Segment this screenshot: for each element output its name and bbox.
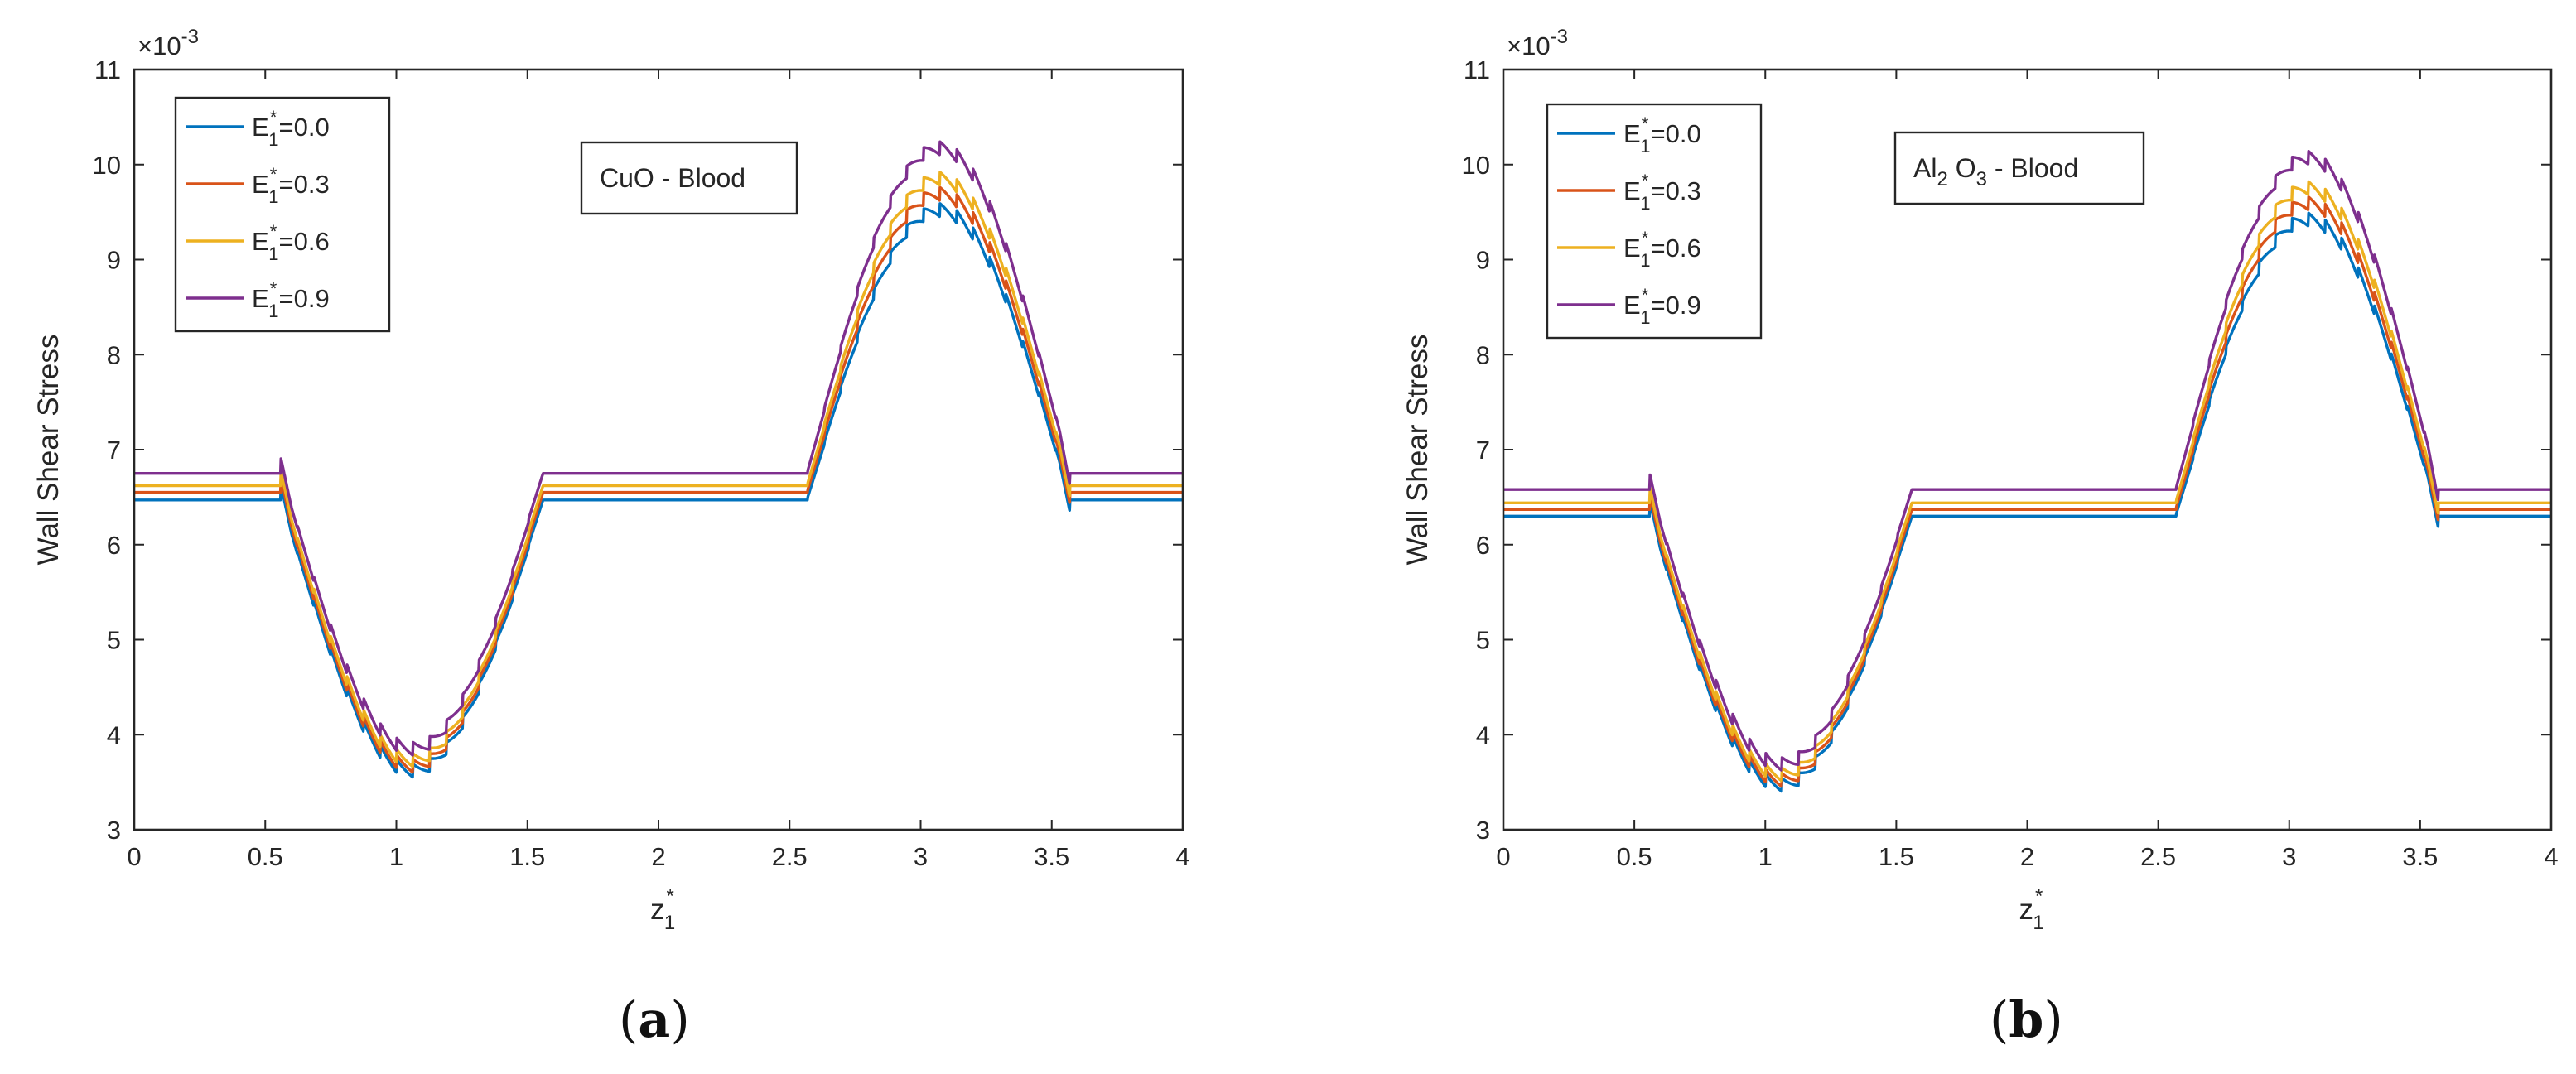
x-tick-label: 1.5 <box>509 842 545 871</box>
legend-entry-2: E* 1=0.3 <box>252 164 330 207</box>
y-axis-label: Wall Shear Stress <box>32 335 65 566</box>
y-tick-label: 5 <box>107 626 121 655</box>
x-tick-label: 0.5 <box>248 842 283 871</box>
x-tick-label: 4 <box>1175 842 1189 871</box>
series-line-1 <box>1502 211 2553 793</box>
y-tick-label: 8 <box>1476 340 1490 369</box>
x-tick-label: 2.5 <box>2140 842 2176 871</box>
x-tick-label: 2 <box>2020 842 2034 871</box>
x-tick-label: 0.5 <box>1617 842 1652 871</box>
legend-entry-3: E* 1=0.6 <box>1623 228 1701 271</box>
y-axis-label: Wall Shear Stress <box>1401 335 1434 566</box>
series-line-1 <box>133 202 1184 779</box>
annotation-text: Al2 O3 - Blood <box>1913 153 2078 190</box>
x-tick-label: 4 <box>2544 842 2558 871</box>
series-line-2 <box>133 185 1184 774</box>
x-tick-label: 2 <box>651 842 665 871</box>
y-tick-label: 4 <box>1476 720 1490 749</box>
annotation-box <box>580 141 798 215</box>
y-tick-label: 3 <box>107 816 121 845</box>
y-tick-label: 10 <box>93 151 121 180</box>
series-line-4 <box>1502 149 2553 772</box>
y-tick-label: 4 <box>107 720 121 749</box>
y-tick-label: 9 <box>107 246 121 275</box>
y-tick-label: 11 <box>94 55 121 84</box>
legend: E* 1=0.0 E* 1=0.3 E* 1=0.6 E* 1=0.9 <box>1546 103 1763 340</box>
x-tick-label: 0 <box>1496 842 1510 871</box>
legend-box <box>1546 103 1763 340</box>
y-exponent-label: ×10-3 <box>137 26 199 60</box>
annotation-text: CuO - Blood <box>600 163 745 193</box>
annotation-box <box>1893 131 2145 205</box>
x-tick-label: 1 <box>389 842 403 871</box>
y-tick-label: 3 <box>1476 816 1490 845</box>
y-tick-label: 6 <box>1476 531 1490 560</box>
legend-entry-3: E* 1=0.6 <box>252 221 330 264</box>
legend-entry-2: E* 1=0.3 <box>1623 171 1701 214</box>
x-tick-label: 3.5 <box>1034 842 1069 871</box>
y-tick-label: 7 <box>1476 436 1490 465</box>
legend-entry-4: E* 1=0.9 <box>1623 285 1701 328</box>
y-tick-label: 8 <box>107 340 121 369</box>
x-tick-label: 1 <box>1758 842 1773 871</box>
y-tick-label: 6 <box>107 531 121 560</box>
x-tick-label: 2.5 <box>772 842 808 871</box>
x-tick-label: 0 <box>127 842 141 871</box>
chart-panel-b: 0 0.5 1 1.5 2 2.5 3 3.5 4 3 4 5 6 7 8 9 10 11 ×10-3 Wall Sh… <box>1401 26 2559 1049</box>
series-line-4 <box>133 140 1184 757</box>
y-exponent-label: ×10-3 <box>1507 26 1568 60</box>
chart-panel-a: 0 0.5 1 1.5 2 2.5 3 3.5 4 3 4 5 6 7 8 9 10 11 ×10-3 Wall Sh… <box>32 26 1190 1049</box>
x-tick-label: 3 <box>2282 842 2296 871</box>
y-tick-label: 7 <box>107 436 121 465</box>
legend-entry-1: E* 1=0.0 <box>1623 113 1701 157</box>
subfigure-label: (b) <box>1990 991 2063 1049</box>
legend-entry-1: E* 1=0.0 <box>252 107 330 150</box>
legend: E* 1=0.0 E* 1=0.3 E* 1=0.6 E* 1=0.9 <box>174 96 391 333</box>
legend-box <box>174 96 391 333</box>
material-annotation: Al2 O3 - Blood <box>1893 131 2145 205</box>
series-line-3 <box>133 171 1184 768</box>
x-axis-label: z* 1 <box>650 885 675 934</box>
y-tick-label: 11 <box>1464 55 1490 84</box>
series-line-3 <box>1502 180 2553 783</box>
y-tick-label: 9 <box>1476 246 1490 275</box>
y-tick-label: 5 <box>1476 626 1490 655</box>
series-line-2 <box>1502 195 2553 788</box>
x-tick-label: 3.5 <box>2402 842 2438 871</box>
subfigure-label: (a) <box>619 991 690 1049</box>
x-axis-label: z* 1 <box>2019 885 2044 934</box>
legend-entry-4: E* 1=0.9 <box>252 278 330 321</box>
material-annotation: CuO - Blood <box>580 141 798 215</box>
x-tick-label: 1.5 <box>1879 842 1914 871</box>
y-tick-label: 10 <box>1462 151 1490 180</box>
x-tick-label: 3 <box>914 842 928 871</box>
